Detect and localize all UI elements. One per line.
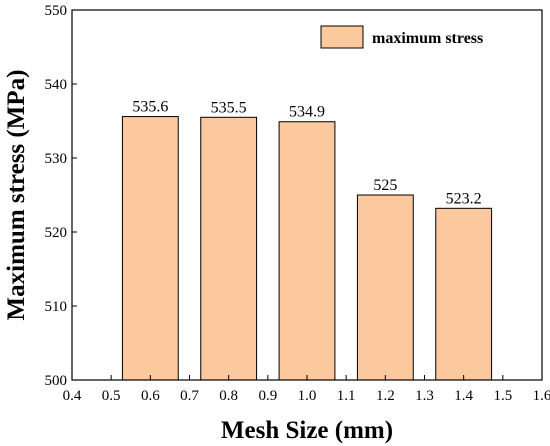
y-tick-label: 550 — [45, 3, 68, 19]
x-tick-label: 1.6 — [533, 388, 550, 404]
bar-0.8 — [200, 116, 258, 381]
y-axis-ticks: 500 510 520 530 540 550 — [45, 3, 77, 389]
bar-1.0 — [278, 121, 336, 381]
legend-swatch — [320, 25, 364, 49]
x-axis-ticks: 0.4 0.5 0.6 0.7 0.8 0.9 1.0 1.1 1.2 1.3 1.4 1.5 1.6 — [63, 375, 550, 404]
y-tick-label: 540 — [45, 77, 68, 93]
y-tick-label: 500 — [45, 373, 68, 389]
data-label-0.6: 535.6 — [132, 99, 168, 116]
data-labels-group: 535.6 535.5 534.9 525 523.2 — [132, 99, 481, 208]
data-label-1.4: 523.2 — [446, 190, 482, 207]
x-tick-label: 0.6 — [141, 388, 160, 404]
bars-group — [121, 116, 493, 381]
x-tick-label: 1.1 — [337, 388, 356, 404]
x-tick-label: 0.5 — [102, 388, 121, 404]
legend: maximum stress — [320, 25, 483, 49]
x-tick-label: 1.0 — [298, 388, 317, 404]
x-tick-label: 0.7 — [180, 388, 199, 404]
data-label-1.2: 525 — [373, 177, 397, 194]
x-tick-label: 0.8 — [219, 388, 238, 404]
bar-1.4 — [435, 207, 493, 381]
x-axis-title: Mesh Size (mm) — [221, 417, 393, 444]
bar-1.2 — [356, 194, 414, 381]
y-tick-label: 530 — [45, 151, 68, 167]
x-tick-label: 0.9 — [258, 388, 277, 404]
y-tick-label: 520 — [45, 225, 68, 241]
x-tick-label: 0.4 — [63, 388, 82, 404]
x-tick-label: 1.3 — [415, 388, 434, 404]
data-label-0.8: 535.5 — [211, 99, 247, 116]
y-tick-label: 510 — [45, 299, 68, 315]
bar-0.6 — [121, 116, 179, 381]
data-label-1.0: 534.9 — [289, 104, 325, 121]
legend-label-maximum-stress: maximum stress — [372, 30, 483, 47]
y-axis-title: Maximum stress (MPa) — [3, 70, 30, 321]
x-tick-label: 1.4 — [454, 388, 473, 404]
x-tick-label: 1.5 — [493, 388, 512, 404]
x-tick-label: 1.2 — [376, 388, 395, 404]
